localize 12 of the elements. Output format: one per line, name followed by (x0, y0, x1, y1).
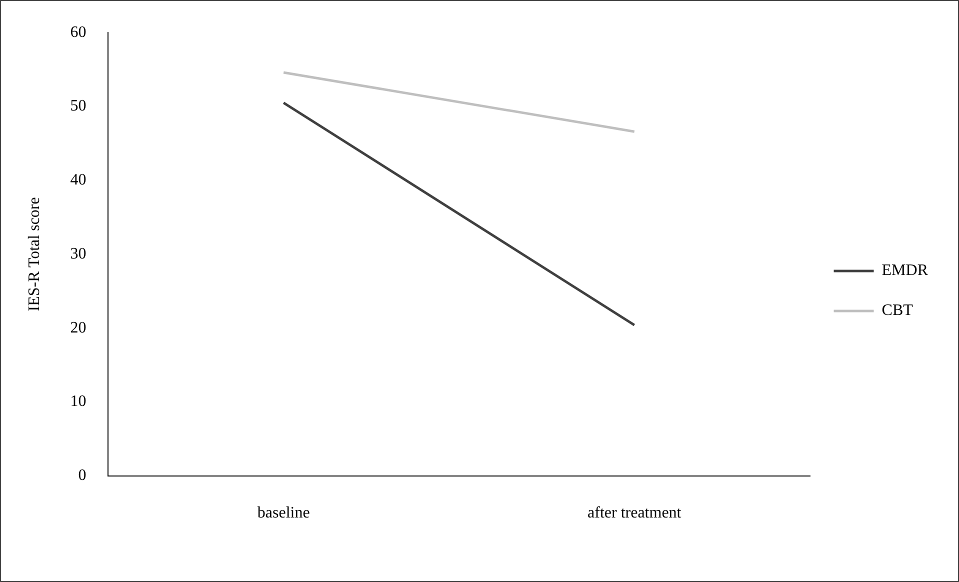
y-tick-label: 30 (70, 245, 86, 262)
y-axis-title: IES-R Total score (26, 197, 43, 312)
legend-label: CBT (882, 302, 914, 320)
legend-label: EMDR (882, 262, 928, 280)
y-tick-label: 0 (78, 467, 86, 484)
x-tick-label: after treatment (588, 504, 682, 522)
x-tick-label: baseline (257, 504, 310, 522)
y-tick-label: 50 (70, 98, 86, 115)
y-tick-label: 20 (70, 319, 86, 336)
y-tick-label: 10 (70, 393, 86, 410)
y-tick-label: 40 (70, 172, 86, 189)
y-tick-label: 60 (70, 24, 86, 41)
